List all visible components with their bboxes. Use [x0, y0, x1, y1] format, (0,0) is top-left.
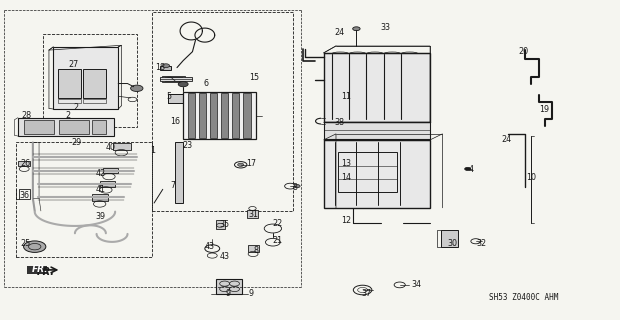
Text: 2: 2: [65, 111, 70, 120]
Text: 41: 41: [96, 185, 106, 194]
Text: 29: 29: [71, 138, 81, 147]
Bar: [324, 140, 430, 208]
Text: 16: 16: [170, 117, 180, 126]
Bar: [153, 12, 293, 211]
Text: 18: 18: [155, 63, 166, 72]
Text: 24: 24: [335, 28, 345, 37]
Bar: [83, 99, 107, 103]
Circle shape: [237, 163, 244, 166]
Text: 32: 32: [477, 239, 487, 248]
Bar: [247, 210, 258, 218]
Bar: [324, 123, 430, 139]
Bar: [232, 93, 239, 138]
Text: 27: 27: [69, 60, 79, 69]
Text: 36: 36: [19, 190, 29, 200]
Bar: [168, 94, 183, 103]
Text: 43: 43: [219, 252, 229, 261]
Bar: [162, 76, 185, 82]
Bar: [100, 181, 115, 187]
Bar: [441, 230, 458, 247]
Text: 30: 30: [447, 239, 458, 248]
Bar: [18, 161, 30, 166]
Bar: [161, 66, 172, 70]
Bar: [187, 93, 195, 138]
Circle shape: [24, 241, 46, 252]
Bar: [216, 279, 242, 294]
Bar: [113, 143, 131, 150]
Bar: [210, 93, 217, 138]
Text: 12: 12: [341, 216, 351, 225]
Bar: [338, 152, 397, 193]
Text: 35: 35: [219, 220, 229, 229]
Text: 20: 20: [518, 47, 528, 56]
Bar: [175, 142, 182, 203]
Bar: [248, 245, 259, 252]
Text: 31: 31: [248, 210, 258, 219]
Circle shape: [162, 64, 170, 68]
Bar: [324, 53, 430, 123]
Bar: [161, 76, 192, 81]
Text: 9: 9: [249, 289, 254, 298]
Text: 2: 2: [74, 103, 79, 112]
Text: 9: 9: [226, 289, 231, 298]
Text: 38: 38: [335, 118, 345, 127]
Bar: [92, 121, 106, 134]
Text: 25: 25: [20, 239, 30, 248]
Text: 26: 26: [20, 159, 30, 168]
Text: 28: 28: [22, 111, 32, 120]
Bar: [183, 92, 256, 139]
Text: 24: 24: [502, 135, 512, 144]
Bar: [43, 34, 137, 126]
Bar: [198, 93, 206, 138]
Bar: [18, 118, 114, 136]
Bar: [165, 77, 182, 81]
Bar: [16, 141, 153, 257]
Text: 11: 11: [341, 92, 351, 101]
Text: 15: 15: [249, 73, 259, 82]
Circle shape: [178, 82, 188, 87]
Text: 43: 43: [205, 242, 215, 251]
Polygon shape: [27, 266, 47, 274]
Text: 13: 13: [341, 159, 351, 168]
Bar: [92, 195, 108, 201]
Text: 42: 42: [96, 169, 106, 178]
Bar: [24, 121, 54, 134]
Circle shape: [353, 27, 360, 31]
Text: 22: 22: [272, 219, 282, 228]
Bar: [58, 99, 81, 103]
Text: 39: 39: [96, 212, 106, 221]
Text: 7: 7: [170, 181, 175, 190]
Text: 6: 6: [203, 79, 208, 88]
Text: 33: 33: [381, 23, 391, 32]
Text: FR.: FR.: [37, 267, 55, 277]
Text: 21: 21: [272, 236, 282, 245]
Text: 23: 23: [182, 141, 193, 150]
Text: FR.: FR.: [32, 265, 48, 275]
Circle shape: [464, 167, 471, 171]
Text: 17: 17: [246, 159, 256, 168]
Bar: [19, 189, 30, 199]
Text: 40: 40: [106, 143, 116, 152]
Text: 1: 1: [150, 146, 155, 155]
Circle shape: [294, 185, 300, 188]
Text: 5: 5: [166, 92, 172, 101]
Text: 4: 4: [468, 165, 473, 174]
Bar: [60, 121, 89, 134]
Text: 14: 14: [341, 173, 351, 182]
Text: SH53 Z0400C AHM: SH53 Z0400C AHM: [489, 293, 559, 302]
Bar: [243, 93, 250, 138]
Bar: [221, 93, 228, 138]
Text: 10: 10: [526, 173, 536, 182]
Bar: [58, 69, 81, 98]
Bar: [216, 220, 225, 228]
Bar: [53, 47, 118, 109]
Text: 34: 34: [412, 280, 422, 289]
Text: 8: 8: [253, 246, 258, 255]
Text: 37: 37: [362, 289, 372, 298]
Text: 19: 19: [539, 105, 549, 114]
Text: 3: 3: [293, 183, 298, 192]
Circle shape: [131, 85, 143, 92]
Bar: [83, 69, 107, 98]
Bar: [103, 168, 118, 173]
